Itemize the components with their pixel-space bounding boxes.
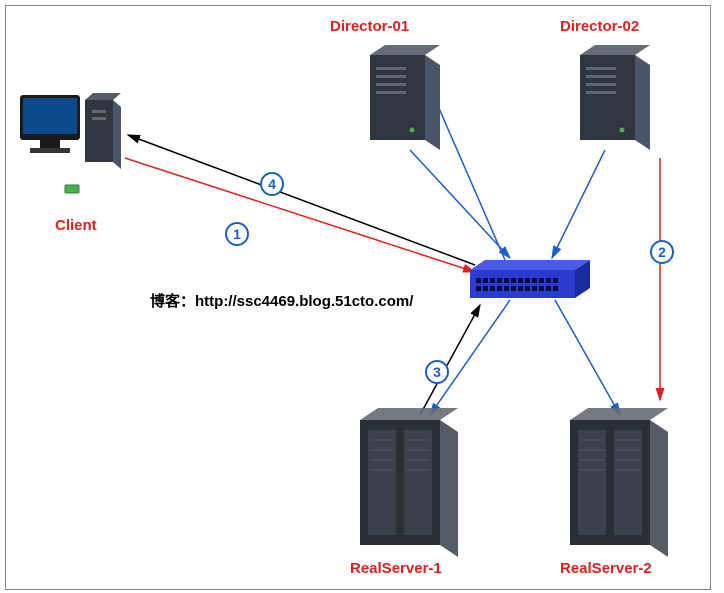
step-1: 1: [225, 222, 249, 246]
director1-label: Director-01: [330, 18, 409, 35]
step-4: 4: [260, 172, 284, 196]
step-2: 2: [650, 240, 674, 264]
step-3: 3: [425, 360, 449, 384]
blog-label: 博客：http://ssc4469.blog.51cto.com/: [150, 290, 413, 311]
realserver1-label: RealServer-1: [350, 560, 442, 577]
director2-label: Director-02: [560, 18, 639, 35]
realserver2-label: RealServer-2: [560, 560, 652, 577]
client-label: Client: [55, 217, 97, 234]
